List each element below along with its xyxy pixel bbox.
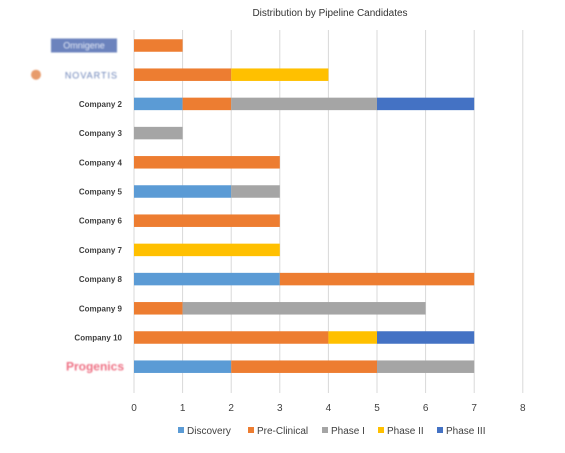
x-tick-label: 8 (520, 403, 526, 414)
category-label: Company 8 (79, 275, 123, 284)
category-label: Company 2 (79, 100, 123, 109)
bar-segment (134, 97, 183, 111)
legend-label: Pre-Clinical (257, 426, 308, 437)
x-tick-label: 4 (326, 403, 332, 414)
logo-text: Progenics (66, 360, 124, 374)
category-label: Company 3 (79, 129, 123, 138)
legend-swatch (378, 427, 384, 433)
grid-lines (133, 30, 524, 393)
chart-title: Distribution by Pipeline Candidates (252, 8, 407, 19)
bar-segment (134, 272, 280, 286)
bar-segment (134, 243, 280, 257)
x-tick-label: 0 (131, 403, 137, 414)
bar-segment (134, 214, 280, 227)
company-logo: Progenics (66, 360, 124, 374)
x-tick-label: 3 (277, 403, 283, 414)
bar-segment (182, 97, 232, 111)
bar-segment (134, 68, 232, 81)
bar-segment (134, 156, 280, 169)
bar-segment (134, 360, 232, 373)
bar-segment (231, 68, 329, 81)
x-tick-label: 7 (471, 403, 477, 414)
category-label: Company 6 (79, 217, 123, 226)
legend-swatch (322, 427, 328, 433)
bar-segment (134, 39, 183, 52)
bar-segment (377, 97, 475, 111)
x-tick-label: 1 (180, 403, 186, 414)
legend-item: Phase II (378, 426, 424, 437)
legend-label: Phase II (387, 426, 424, 437)
x-tick-label: 6 (423, 403, 429, 414)
bar-segment (134, 185, 232, 198)
company-logo: NOVARTIS (31, 69, 118, 81)
x-tick-label: 5 (374, 403, 380, 414)
legend-swatch (178, 427, 184, 433)
bars (134, 39, 475, 373)
legend-item: Phase I (322, 426, 365, 437)
bar-segment (377, 331, 475, 344)
legend-label: Discovery (187, 426, 231, 437)
bar-segment (231, 360, 377, 373)
legend-label: Phase I (331, 426, 365, 437)
bar-segment (182, 302, 426, 315)
x-tick-labels: 0 1 2 3 4 5 6 7 8 (131, 403, 526, 414)
bar-segment (377, 360, 475, 373)
bar-segment (231, 185, 280, 198)
bar-segment (231, 97, 377, 111)
legend-item: Pre-Clinical (248, 426, 308, 437)
legend: Discovery Pre-Clinical Phase I Phase II Phas… (178, 426, 485, 437)
company-logo: Omnigene (51, 38, 117, 53)
category-label: Company 4 (79, 158, 123, 167)
category-label: Company 9 (79, 304, 123, 313)
bar-segment (279, 272, 475, 286)
legend-swatch (248, 427, 254, 433)
legend-item: Phase III (437, 426, 485, 437)
bar-segment (134, 302, 183, 315)
category-label: Company 7 (79, 246, 123, 255)
legend-item: Discovery (178, 426, 231, 437)
logo-text: NOVARTIS (65, 71, 118, 81)
bar-segment (134, 126, 183, 140)
bar-segment (134, 331, 329, 344)
category-label: Company 5 (79, 188, 123, 197)
legend-label: Phase III (446, 426, 485, 437)
legend-swatch (437, 427, 443, 433)
logo-box (51, 38, 117, 53)
bar-segment (328, 331, 377, 344)
logo-text: Omnigene (63, 41, 105, 51)
x-tick-label: 2 (228, 403, 234, 414)
category-label: Company 10 (74, 334, 122, 343)
category-labels: Omnigene NOVARTIS Company 2 Company 3 Compan… (31, 38, 124, 374)
logo-mark (31, 69, 41, 80)
